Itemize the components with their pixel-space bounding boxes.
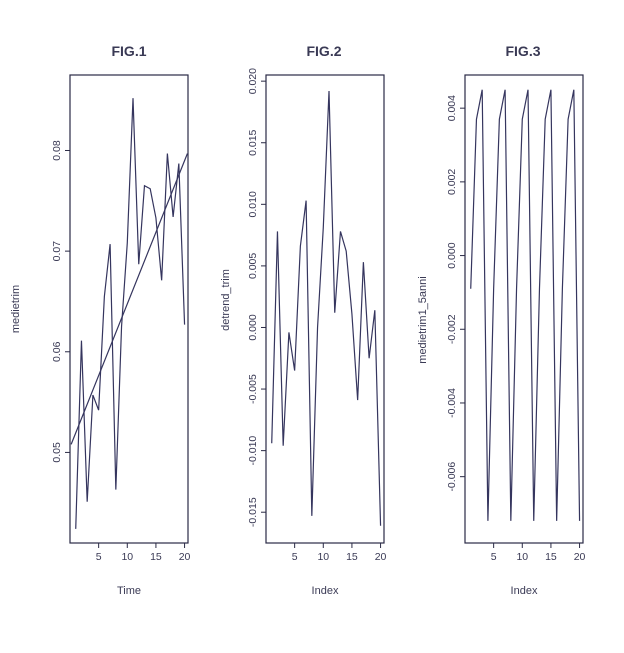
fig1-ticks: 5 10 15 20 0.05 0.06 0.07 0.08 xyxy=(51,140,191,563)
y-tick-label: 0.002 xyxy=(446,169,458,195)
fig3-ticks: 5 10 15 20 -0.006 -0.004 -0.002 0.000 0.002 0.004 xyxy=(446,95,586,563)
panel-fig2: FIG.2 Index detrend_trim 5 10 15 20 -0.015 -0… xyxy=(220,43,387,597)
fig3-data xyxy=(470,89,581,521)
y-tick-label: 0.020 xyxy=(247,68,259,94)
y-tick-label: -0.002 xyxy=(446,314,458,344)
y-tick-label: -0.010 xyxy=(247,436,259,466)
y-tick-label: 0.010 xyxy=(247,191,259,217)
panel-fig1: FIG.1 Time medietrim 5 10 15 20 0.05 0.06 0.07… xyxy=(10,43,191,597)
fig2-y-axis-label: detrend_trim xyxy=(220,269,232,331)
x-tick-label: 15 xyxy=(545,551,557,563)
y-tick-label: 0.005 xyxy=(247,253,259,279)
y-tick-label: 0.07 xyxy=(51,241,63,262)
y-tick-label: 0.004 xyxy=(446,95,458,121)
y-tick-label: -0.006 xyxy=(446,462,458,492)
x-tick-label: 10 xyxy=(121,551,133,563)
y-tick-label: 0.08 xyxy=(51,140,63,161)
x-tick-label: 5 xyxy=(292,551,298,563)
x-tick-label: 20 xyxy=(375,551,387,563)
y-tick-label: 0.06 xyxy=(51,341,63,362)
y-tick-label: -0.004 xyxy=(446,388,458,418)
y-tick-label: 0.015 xyxy=(247,129,259,155)
y-tick-label: 0.000 xyxy=(446,242,458,268)
fig3-plot-frame xyxy=(464,74,584,544)
x-tick-label: 5 xyxy=(491,551,497,563)
series-line xyxy=(75,98,186,529)
y-tick-label: 0.000 xyxy=(247,314,259,340)
fig2-plot-frame xyxy=(265,74,385,544)
x-tick-label: 5 xyxy=(96,551,102,563)
x-tick-label: 10 xyxy=(317,551,329,563)
series-line xyxy=(470,89,581,521)
fig1-y-axis-label: medietrim xyxy=(10,285,22,333)
fig1-plot-frame xyxy=(69,74,189,544)
x-tick-label: 20 xyxy=(574,551,586,563)
x-tick-label: 15 xyxy=(346,551,358,563)
fig1-title: FIG.1 xyxy=(111,43,146,59)
x-tick-label: 20 xyxy=(179,551,191,563)
y-tick-label: -0.015 xyxy=(247,497,259,527)
y-tick-label: 0.05 xyxy=(51,442,63,463)
fig3-x-axis-label: Index xyxy=(511,585,538,597)
fig1-x-axis-label: Time xyxy=(117,585,141,597)
panel-fig3: FIG.3 Index medietrim1_5anni 5 10 15 20 -0.0… xyxy=(417,43,586,597)
fig1-data xyxy=(70,98,188,529)
x-tick-label: 10 xyxy=(516,551,528,563)
fig2-x-axis-label: Index xyxy=(312,585,339,597)
fig2-data xyxy=(271,90,382,526)
fig3-y-axis-label: medietrim1_5anni xyxy=(417,276,429,363)
x-tick-label: 15 xyxy=(150,551,162,563)
trend-line xyxy=(70,153,188,445)
series-line xyxy=(271,90,382,526)
fig2-ticks: 5 10 15 20 -0.015 -0.010 -0.005 0.000 0.005 0.010… xyxy=(247,68,387,563)
y-tick-label: -0.005 xyxy=(247,374,259,404)
fig3-title: FIG.3 xyxy=(505,43,540,59)
fig2-title: FIG.2 xyxy=(306,43,341,59)
